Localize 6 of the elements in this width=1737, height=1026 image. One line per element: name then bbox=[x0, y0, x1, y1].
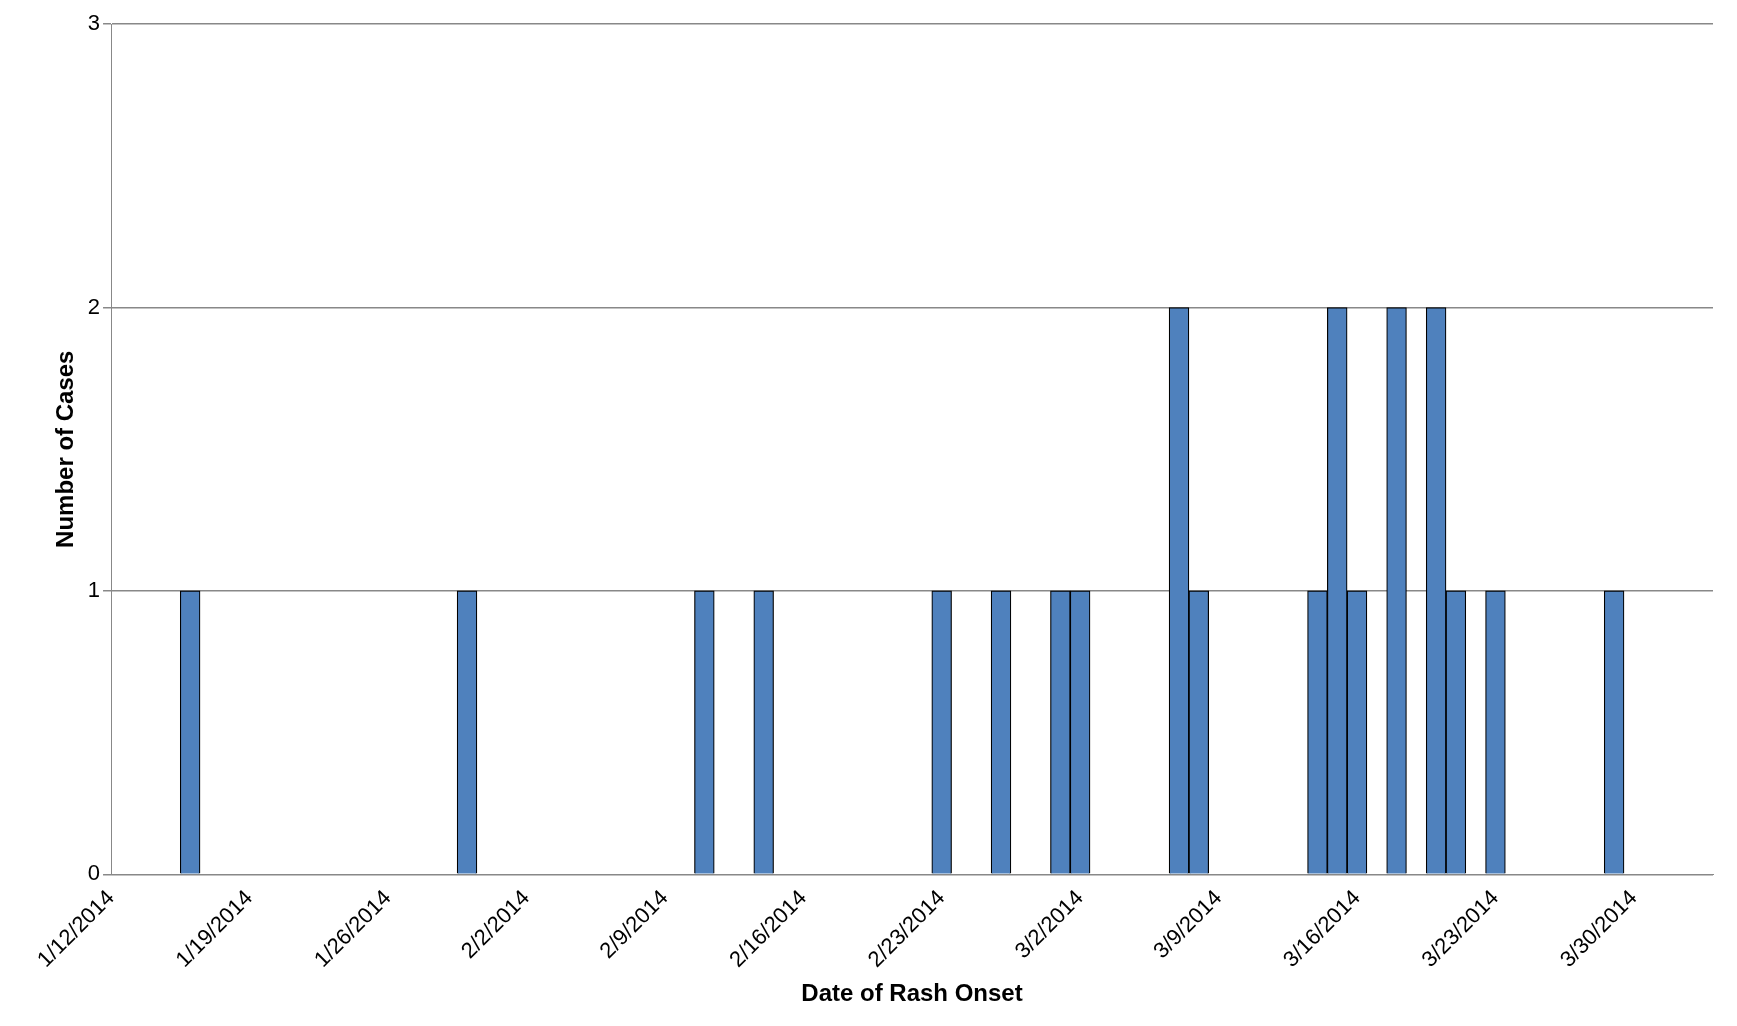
y-axis-title: Number of Cases bbox=[51, 350, 79, 548]
y-tick-label: 0 bbox=[87, 860, 101, 886]
y-tick-label: 1 bbox=[87, 577, 101, 603]
y-tick-label: 3 bbox=[87, 10, 101, 36]
y-tick-label: 2 bbox=[87, 293, 101, 319]
x-axis-title: Date of Rash Onset bbox=[801, 979, 1023, 1007]
